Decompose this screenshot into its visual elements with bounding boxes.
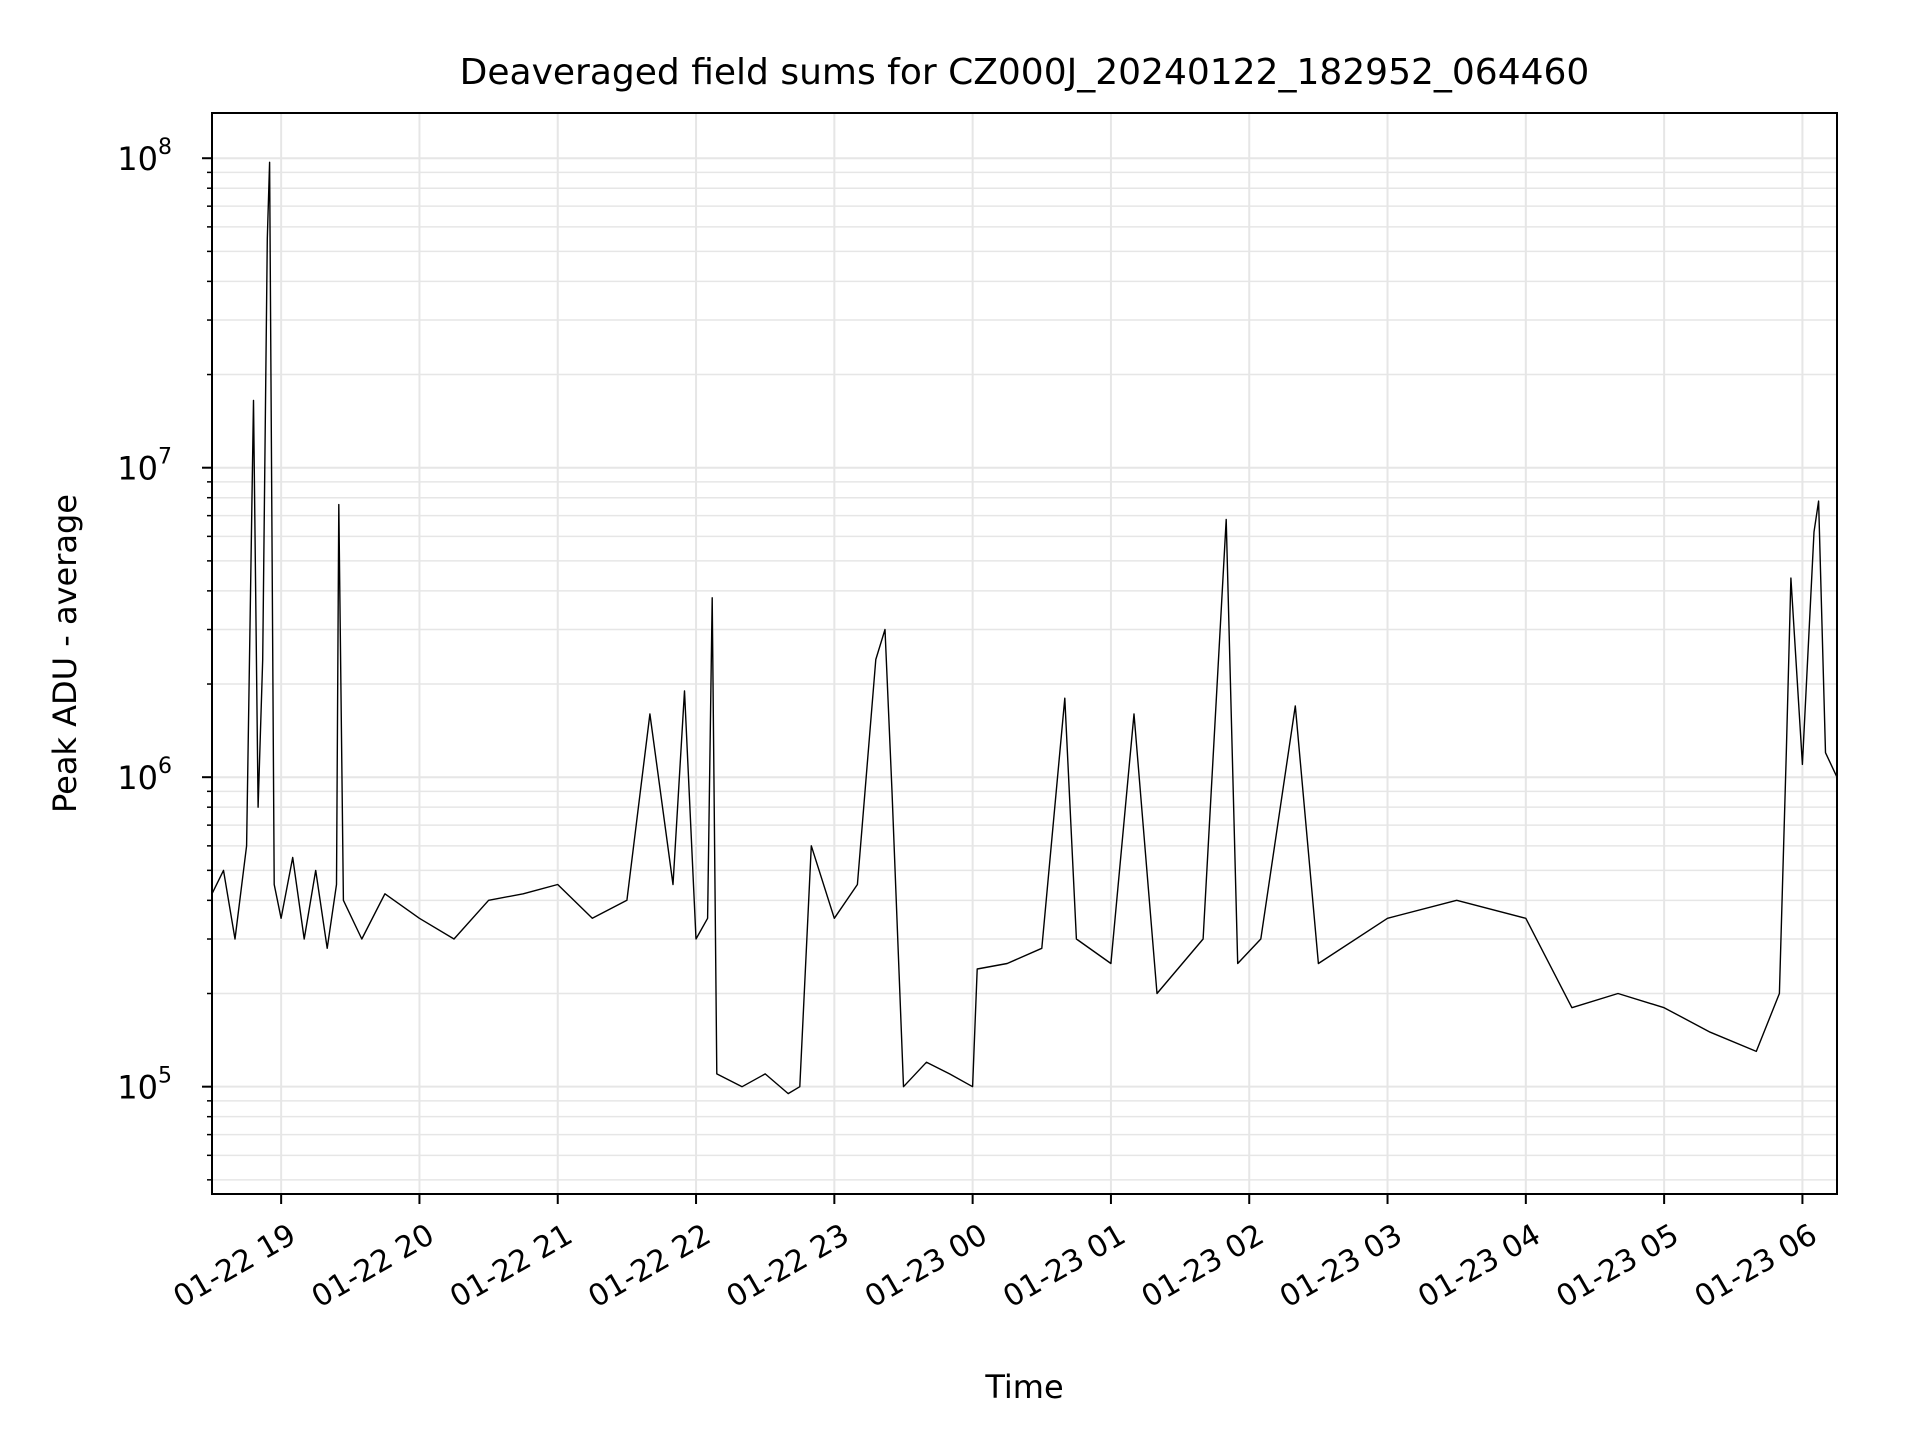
y-tick-label: 108: [117, 135, 172, 178]
y-tick-label: 105: [117, 1064, 172, 1107]
y-tick-label: 107: [117, 445, 172, 488]
y-axis-ticks: 105 106 107 108: [117, 135, 212, 1181]
plot-frame: [211, 112, 1838, 1195]
y-axis-label: Peak ADU - average: [46, 494, 84, 813]
chart-title: Deaveraged field sums for CZ000J_2024012…: [460, 52, 1590, 93]
x-axis-label: Time: [984, 1368, 1063, 1406]
y-tick-label: 106: [117, 754, 172, 797]
series-line-0: [211, 161, 1838, 1095]
gridlines: [212, 113, 1837, 1194]
series-layer: [211, 161, 1838, 1095]
